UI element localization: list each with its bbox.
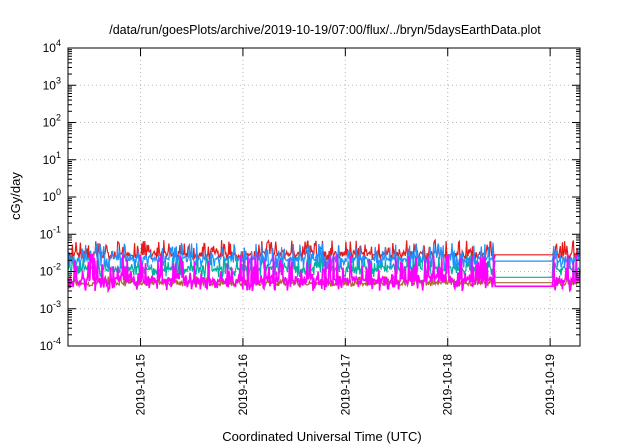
- y-tick-label: 10-2: [40, 262, 61, 279]
- x-axis-label: Coordinated Universal Time (UTC): [222, 429, 421, 444]
- y-tick-label: 104: [43, 38, 61, 55]
- y-tick-label: 10-4: [40, 336, 61, 353]
- x-tick-label: 2019-10-19: [543, 354, 557, 416]
- x-tick-label: 2019-10-18: [441, 354, 455, 416]
- x-tick-label: 2019-10-16: [236, 354, 250, 416]
- y-tick-label: 100: [43, 187, 61, 204]
- series-line: [67, 238, 581, 263]
- chart-title: /data/run/goesPlots/archive/2019-10-19/0…: [109, 23, 541, 37]
- y-tick-label: 103: [43, 75, 61, 92]
- series-layer: [67, 238, 581, 294]
- y-tick-label: 10-1: [40, 224, 61, 241]
- grid: [68, 48, 580, 346]
- y-tick-label: 101: [43, 150, 61, 167]
- y-tick-label: 102: [43, 113, 61, 130]
- x-tick-label: 2019-10-17: [338, 354, 352, 416]
- y-axis-label: cGy/day: [8, 172, 23, 220]
- x-tick-label: 2019-10-15: [134, 354, 148, 416]
- series-line: [67, 253, 581, 294]
- x-axis: 2019-10-15 2019-10-16 2019-10-17 2019-10-18…: [134, 48, 557, 416]
- y-tick-label: 10-3: [40, 299, 61, 316]
